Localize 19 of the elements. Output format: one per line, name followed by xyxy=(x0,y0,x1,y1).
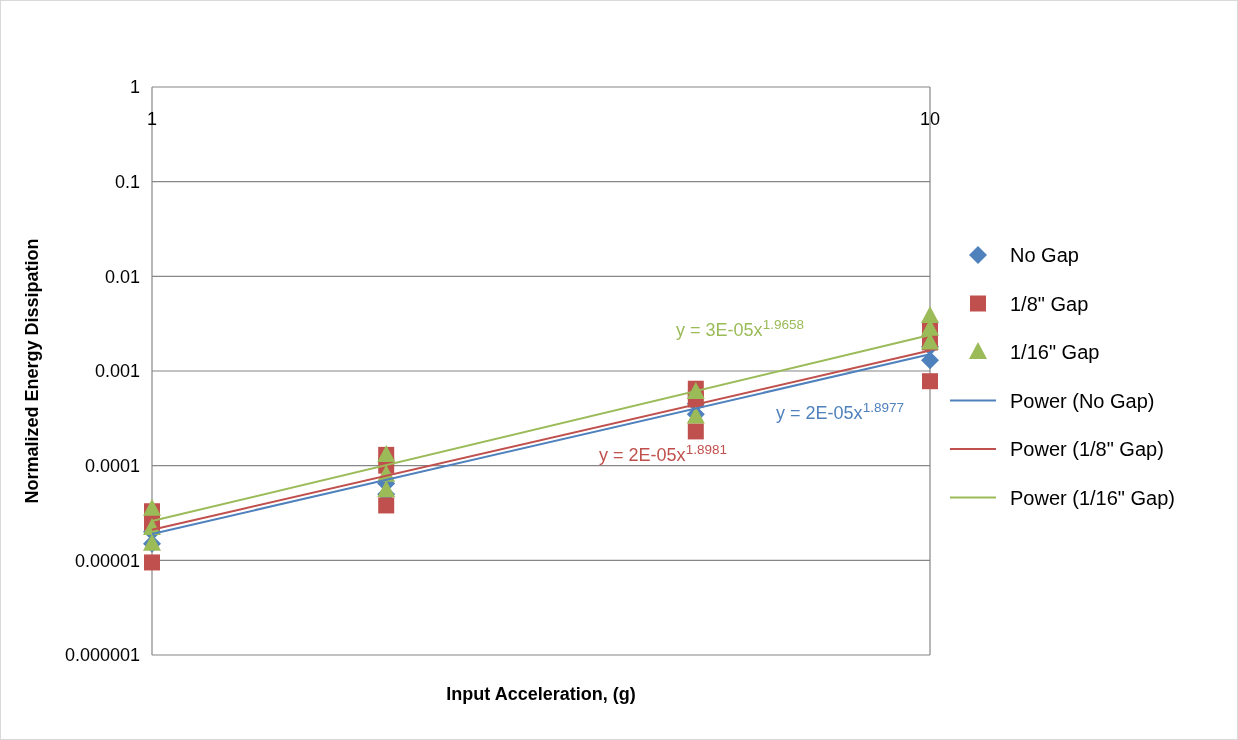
y-tick-label: 0.001 xyxy=(94,361,140,382)
y-tick-label: 0.000001 xyxy=(64,645,140,666)
legend-label: 1/8" Gap xyxy=(1010,292,1089,315)
annotation: y = 2E-05x$^{1.8981}$ xyxy=(599,441,727,466)
annotation: y = 2E-05x$^{1.8977}$ xyxy=(776,399,904,424)
y-tick-label: 0.01 xyxy=(104,266,140,287)
y-tick-label: 0.0001 xyxy=(84,455,140,476)
y-tick-label: 1 xyxy=(129,77,140,98)
legend-label: 1/16" Gap xyxy=(1010,341,1100,363)
legend-label: Power (1/8" Gap) xyxy=(1010,438,1164,460)
legend-label: No Gap xyxy=(1010,244,1079,266)
y-axis-title: Normalized Energy Dissipation xyxy=(22,238,42,504)
x-axis-title: Input Acceleration, (g) xyxy=(446,684,636,704)
y-tick-label: 0.00001 xyxy=(74,550,140,571)
x-tick-label: 10 xyxy=(919,109,941,129)
annotation: y = 3E-05x$^{1.9658}$ xyxy=(676,316,804,341)
legend-label: Power (No Gap) xyxy=(1010,389,1155,412)
legend-label: Power (1/16" Gap) xyxy=(1010,486,1175,509)
y-tick-label: 0.1 xyxy=(114,171,140,192)
